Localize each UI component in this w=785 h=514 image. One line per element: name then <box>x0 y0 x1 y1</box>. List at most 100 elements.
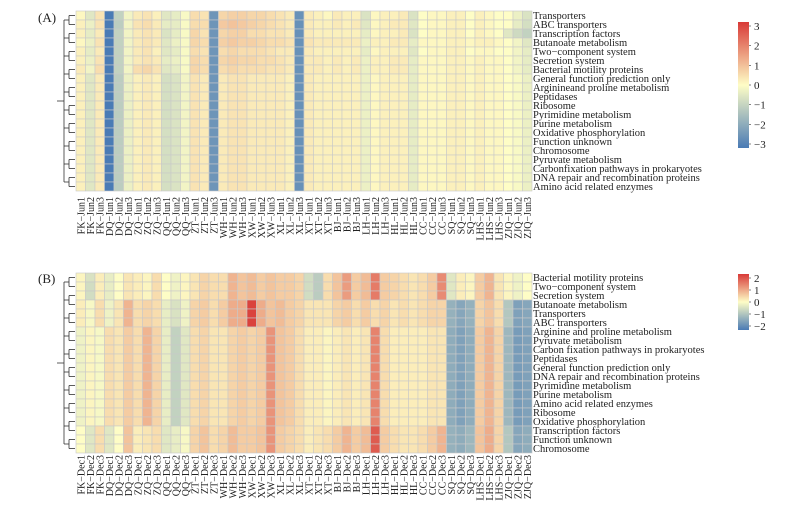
heatmap-cell <box>484 73 495 84</box>
heatmap-cell <box>237 272 248 283</box>
heatmap-cell <box>427 416 438 427</box>
heatmap-cell <box>104 91 115 102</box>
heatmap-cell <box>370 64 381 75</box>
heatmap-cell <box>398 28 409 39</box>
heatmap-cell <box>113 290 124 301</box>
heatmap-cell <box>142 425 153 436</box>
heatmap-cell <box>237 154 248 165</box>
heatmap-cell <box>180 181 191 192</box>
heatmap-cell <box>170 326 181 337</box>
heatmap-cell <box>398 100 409 111</box>
row-label: Arginineand proline metabolism <box>533 83 669 94</box>
column-label: ZJQ−Dec2 <box>513 455 524 499</box>
legend-tick-label: 1 <box>754 60 760 72</box>
heatmap-cell <box>484 91 495 102</box>
heatmap-cell <box>417 416 428 427</box>
heatmap-cell <box>123 73 134 84</box>
heatmap-cell <box>427 335 438 346</box>
heatmap-cell <box>75 55 86 66</box>
heatmap-cell <box>474 281 485 292</box>
heatmap-cell <box>503 317 514 328</box>
row-label: DNA repair and recombination proteins <box>533 372 700 383</box>
heatmap-cell <box>180 389 191 400</box>
heatmap-cell <box>313 28 324 39</box>
heatmap-cell <box>303 380 314 391</box>
heatmap-cell <box>189 290 200 301</box>
heatmap-cell <box>465 37 476 48</box>
heatmap-cell <box>180 407 191 418</box>
heatmap-cell <box>398 127 409 138</box>
heatmap-cell <box>275 154 286 165</box>
heatmap-cell <box>151 308 162 319</box>
heatmap-cell <box>113 37 124 48</box>
heatmap-cell <box>284 272 295 283</box>
heatmap-cell <box>275 55 286 66</box>
heatmap-cell <box>151 371 162 382</box>
heatmap-cell <box>256 46 267 57</box>
heatmap-cell <box>512 127 523 138</box>
row-label: Function unknown <box>533 435 613 446</box>
heatmap-cell <box>208 389 219 400</box>
heatmap-cell <box>180 64 191 75</box>
heatmap-cell <box>180 317 191 328</box>
heatmap-cell <box>294 443 305 454</box>
heatmap-cell <box>522 389 533 400</box>
heatmap-cell <box>332 37 343 48</box>
heatmap-cell <box>465 109 476 120</box>
heatmap-cell <box>237 55 248 66</box>
heatmap-cell <box>474 380 485 391</box>
heatmap-cell <box>189 19 200 30</box>
heatmap-cell <box>142 290 153 301</box>
heatmap-cell <box>113 118 124 129</box>
heatmap-cell <box>208 172 219 183</box>
heatmap-cell <box>370 416 381 427</box>
heatmap-cell <box>104 326 115 337</box>
heatmap-cell <box>322 308 333 319</box>
heatmap-cell <box>303 91 314 102</box>
heatmap-cell <box>180 28 191 39</box>
heatmap-cell <box>265 46 276 57</box>
heatmap-cell <box>180 109 191 120</box>
heatmap-cell <box>313 299 324 310</box>
heatmap-cell <box>256 55 267 66</box>
column-label: LHS−Dec1 <box>475 455 486 501</box>
heatmap-cell <box>94 299 105 310</box>
heatmap-cell <box>484 10 495 21</box>
heatmap-cell <box>246 407 257 418</box>
heatmap-cell <box>218 127 229 138</box>
heatmap-cell <box>199 299 210 310</box>
heatmap-cell <box>170 362 181 373</box>
column-label: WH−Dec2 <box>228 455 239 498</box>
heatmap-cell <box>474 407 485 418</box>
heatmap-cell <box>446 326 457 337</box>
heatmap-cell <box>379 28 390 39</box>
heatmap-cell <box>351 407 362 418</box>
heatmap-cell <box>132 145 143 156</box>
heatmap-cell <box>218 362 229 373</box>
legend-tick-label: 3 <box>754 21 760 33</box>
heatmap-cell <box>455 154 466 165</box>
heatmap-cell <box>341 407 352 418</box>
heatmap-cell <box>94 443 105 454</box>
heatmap-cell <box>218 73 229 84</box>
heatmap-cell <box>360 443 371 454</box>
column-label: LHS−Jun2 <box>485 197 496 240</box>
heatmap-cell <box>123 154 134 165</box>
heatmap-cell <box>512 398 523 409</box>
heatmap-cell <box>180 73 191 84</box>
heatmap-cell <box>436 64 447 75</box>
heatmap-cell <box>85 398 96 409</box>
heatmap-cell <box>85 272 96 283</box>
heatmap-cell <box>104 290 115 301</box>
heatmap-cell <box>351 353 362 364</box>
column-label: BJ−Jun2 <box>342 197 353 232</box>
heatmap-cell <box>436 163 447 174</box>
heatmap-cell <box>427 154 438 165</box>
heatmap-cell <box>408 362 419 373</box>
heatmap-cell <box>303 172 314 183</box>
heatmap-cell <box>351 19 362 30</box>
heatmap-cell <box>332 64 343 75</box>
heatmap-cell <box>341 335 352 346</box>
heatmap-cell <box>360 136 371 147</box>
heatmap-cell <box>161 73 172 84</box>
